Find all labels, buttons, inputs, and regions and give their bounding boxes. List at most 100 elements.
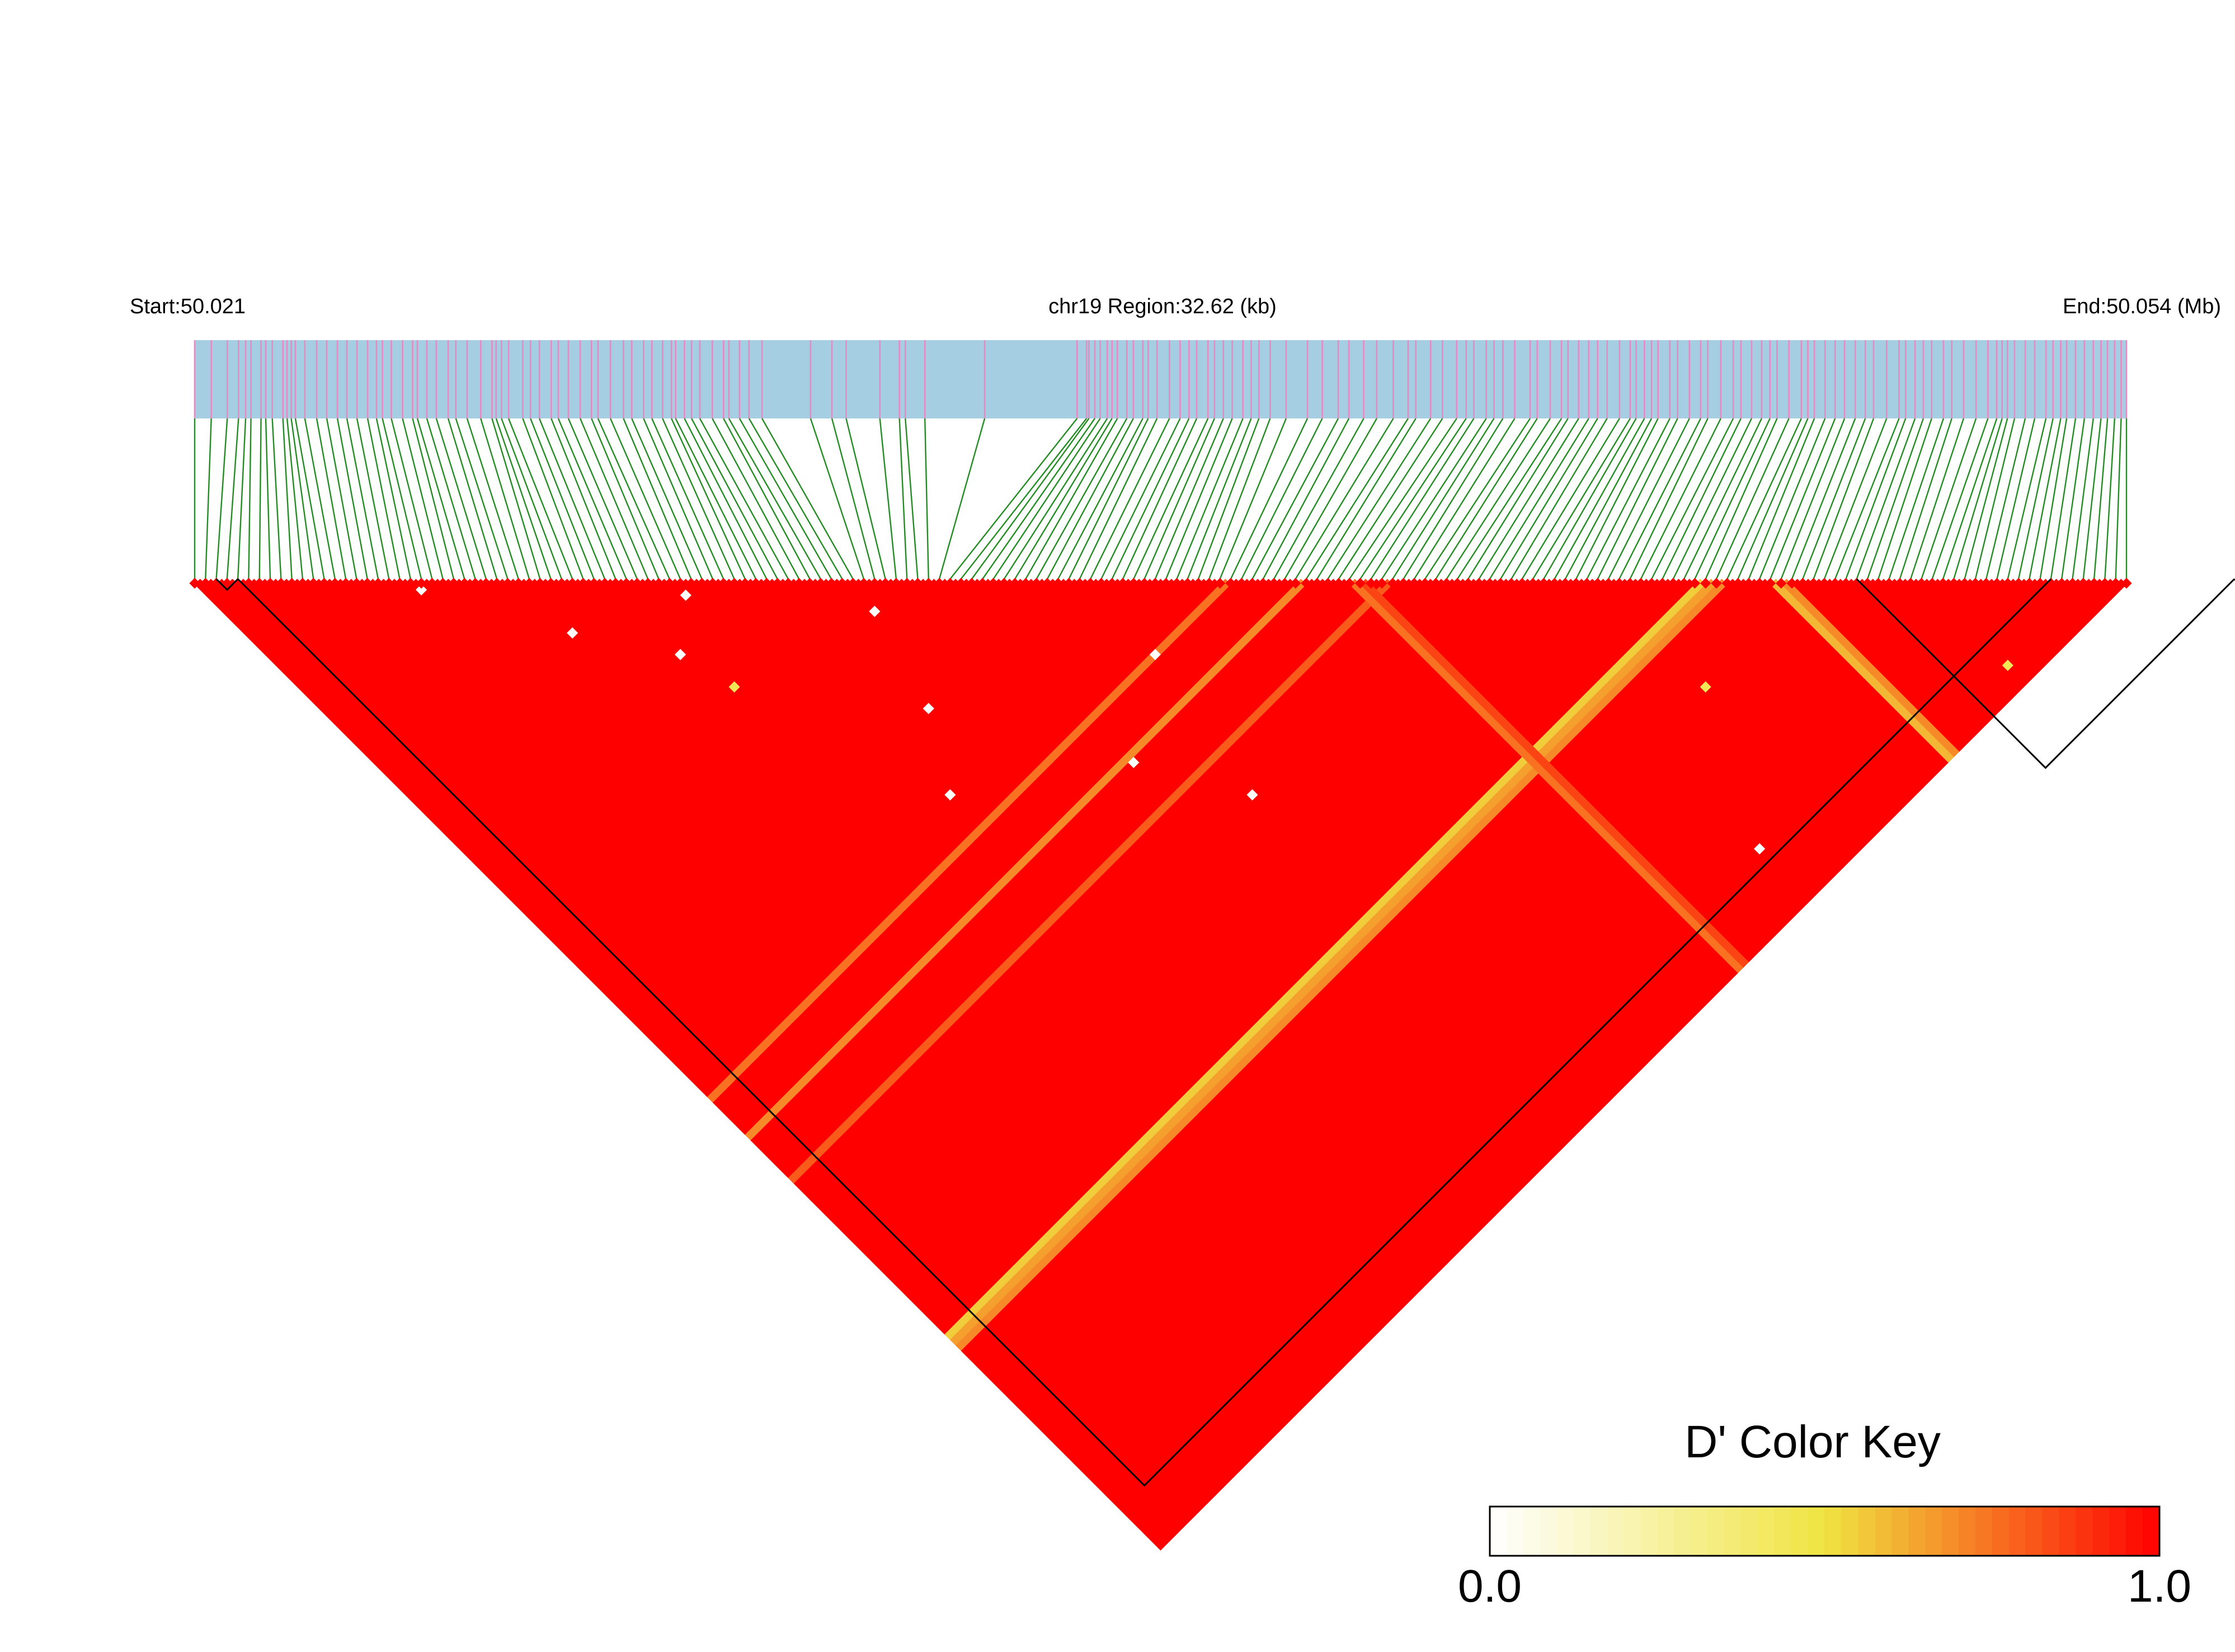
snp-connector	[580, 418, 649, 580]
snp-connector	[831, 418, 876, 580]
snp-connector	[1780, 418, 1846, 580]
snp-connector	[1878, 418, 1932, 580]
snp-connector	[1834, 418, 1900, 580]
snp-connector	[1791, 418, 1856, 580]
snp-tick-group	[194, 340, 2128, 418]
snp-connector	[1424, 418, 1531, 580]
color-key-swatch	[1925, 1507, 1942, 1556]
color-key-swatch	[1808, 1507, 1825, 1556]
snp-connector	[2029, 418, 2062, 580]
color-key-swatch	[1573, 1507, 1591, 1556]
snp-connector	[1511, 418, 1608, 580]
snp-connector	[2104, 418, 2116, 580]
snp-connector	[1197, 418, 1260, 580]
snp-connector	[1705, 418, 1778, 580]
snp-connector	[1208, 418, 1271, 580]
snp-connector	[1715, 418, 1790, 580]
snp-connector	[1618, 418, 1701, 580]
color-key-swatch	[1506, 1507, 1524, 1556]
snp-connector	[738, 418, 832, 580]
snp-connector	[1230, 418, 1309, 580]
snp-connector	[366, 418, 401, 580]
snp-connector	[282, 418, 293, 580]
snp-connector	[1090, 418, 1170, 580]
color-key-min-label: 0.0	[1458, 1561, 1522, 1612]
snp-connector	[557, 418, 627, 580]
snp-connector	[294, 418, 325, 580]
snp-connector	[1813, 418, 1875, 580]
region-label: chr19 Region:32.62 (kb)	[1048, 295, 1277, 318]
snp-connector	[1403, 418, 1504, 580]
color-key-swatch	[1908, 1507, 1926, 1556]
snp-connector	[215, 418, 228, 580]
snp-connector	[924, 418, 929, 580]
snp-connector	[1597, 418, 1678, 580]
snp-connector	[960, 418, 1088, 580]
snp-connector	[1036, 418, 1128, 580]
color-key-swatch	[2143, 1507, 2160, 1556]
color-key-swatch	[2126, 1507, 2143, 1556]
snp-connector	[1985, 418, 2026, 580]
snp-connector	[2039, 418, 2068, 580]
color-key-swatch	[2109, 1507, 2126, 1556]
color-key-title: D' Color Key	[1685, 1416, 1941, 1467]
color-key-swatch	[1841, 1507, 1859, 1556]
snp-connector	[2072, 418, 2094, 580]
snp-connector	[1543, 418, 1637, 580]
snp-connector	[597, 418, 670, 580]
snp-connector	[1370, 418, 1475, 580]
snp-connector	[712, 418, 800, 580]
snp-connector	[1640, 418, 1721, 580]
color-key-swatch	[1740, 1507, 1758, 1556]
snp-connector	[1866, 418, 1925, 580]
snp-connector	[530, 418, 595, 580]
color-key-swatch	[1975, 1507, 1993, 1556]
color-key-max-label: 1.0	[2128, 1561, 2191, 1612]
snp-connector	[226, 418, 239, 580]
snp-connector	[982, 418, 1095, 580]
snp-connector	[495, 418, 552, 580]
snp-connector	[1165, 418, 1233, 580]
snp-connector	[1964, 418, 2008, 580]
color-key-swatch	[1774, 1507, 1792, 1556]
snp-connector	[1046, 418, 1134, 580]
snp-connector	[1305, 418, 1409, 580]
snp-connector	[1392, 418, 1495, 580]
snp-connector	[1079, 418, 1158, 580]
snp-connector	[258, 418, 262, 580]
snp-connector	[1057, 418, 1144, 580]
snp-connector	[1845, 418, 1907, 580]
snp-connector	[748, 418, 843, 580]
snp-connector	[382, 418, 422, 580]
snp-connector	[1467, 418, 1569, 580]
snp-connector	[1910, 418, 1965, 580]
snp-connector	[1802, 418, 1866, 580]
snp-connector	[1176, 418, 1244, 580]
snp-connector	[1154, 418, 1224, 580]
snp-connector	[1500, 418, 1598, 580]
ld-cell-group	[1359, 578, 1749, 968]
snp-connector	[412, 418, 455, 580]
snp-connector	[691, 418, 778, 580]
snp-connector	[1996, 418, 2036, 580]
snp-connector	[879, 418, 897, 580]
snp-connector	[316, 418, 347, 580]
color-key-swatch	[1858, 1507, 1876, 1556]
ld-cell-group	[194, 578, 2127, 1551]
snp-connector	[2017, 418, 2054, 580]
color-key-swatch	[1607, 1507, 1625, 1556]
color-key-swatch	[1724, 1507, 1742, 1556]
snp-connector	[237, 418, 247, 580]
snp-connector	[286, 418, 304, 580]
snp-connector	[810, 418, 865, 580]
ld-cell-group	[728, 660, 2013, 693]
color-key-swatch	[2076, 1507, 2093, 1556]
color-key-swatch	[1757, 1507, 1775, 1556]
snp-connector	[591, 418, 660, 580]
ld-block-outline	[215, 578, 239, 591]
snp-connector	[1748, 418, 1815, 580]
snp-connector	[631, 418, 703, 580]
snp-connector	[1413, 418, 1516, 580]
color-key-bar	[1490, 1507, 2160, 1556]
